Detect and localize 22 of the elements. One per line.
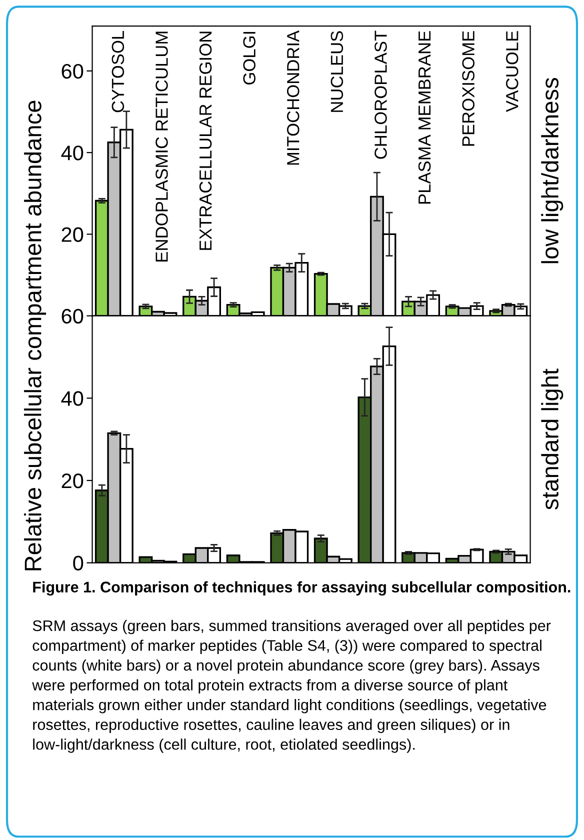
y-axis-title: Relative subcellular compartment abundance — [24, 100, 46, 570]
x-tick-label: CYTOSOL — [112, 30, 124, 112]
x-tick-label: MITOCHONDRIA — [286, 30, 300, 165]
y-tick-label: 60 — [62, 308, 84, 324]
y-tick-label: 20 — [62, 227, 84, 242]
x-tick-label: VACUOLE — [506, 31, 518, 112]
x-tick-label: CHLOROPLAST — [374, 30, 387, 159]
x-tick-label: NUCLEUS — [330, 31, 344, 112]
x-tick-label: PEROXISOME — [462, 31, 474, 146]
y-tick-label: 0 — [73, 556, 84, 571]
text: low light/darkness — [541, 78, 564, 264]
y-tick-label: 40 — [61, 146, 84, 160]
y-tick-label: 20 — [62, 473, 84, 488]
text: SRM assays (green bars, summed transitions averaged over all peptides per compartment) of marker peptides (Table S4, (3)) were compared to spectral counts (white bars) or a novel protein abundance score (grey bars). Assays were performed on total protein extracts from a diverse source of plant materials grown either under standard light conditions (seedlings, vegetative rosettes, reproductive rosettes, cauline leaves and green siliques) or in low-light/darkness (cell culture, root, etiolated seedlings). — [32, 620, 551, 753]
text: standard light — [541, 368, 564, 510]
caption: Figure 1. Comparison of techniques for assaying subcellular composition. — [33, 581, 570, 596]
x-tick-label: PLASMA MEMBRANE — [418, 31, 431, 204]
x-tick-label: GOLGI — [243, 32, 256, 84]
x-tick-label: EXTRACELLULAR REGION — [199, 32, 212, 250]
y-tick-label: 60 — [62, 64, 84, 79]
x-tick-label: ENDOPLASMIC RETICULUM — [156, 32, 168, 262]
y-tick-label: 40 — [61, 391, 84, 406]
